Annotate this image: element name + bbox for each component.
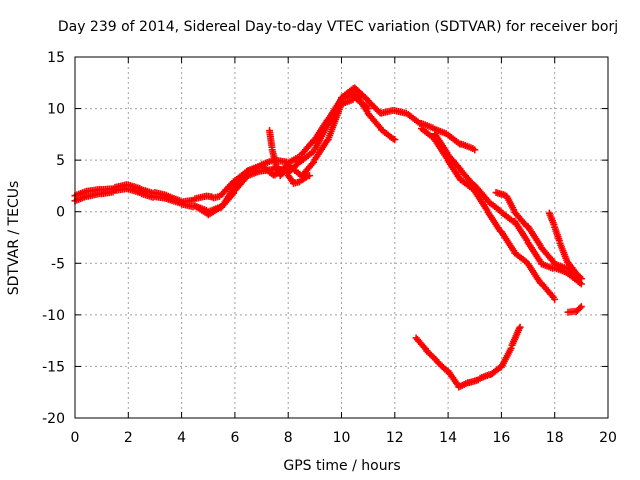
- data-point: [576, 304, 584, 312]
- y-tick-label: 0: [56, 205, 65, 221]
- y-tick-label: 10: [47, 102, 65, 118]
- ticks: 0 2 4 6 8 10 12 14 16 18 20 -20 -15 -10 -5 0 5 10 15: [42, 50, 617, 446]
- data-point: [577, 303, 585, 311]
- x-tick-label: 10: [333, 430, 351, 446]
- data-point: [430, 354, 438, 362]
- series-track-10: [412, 323, 524, 391]
- data-point: [576, 273, 584, 281]
- x-tick-label: 8: [284, 430, 293, 446]
- x-tick-label: 20: [599, 430, 617, 446]
- y-tick-label: -20: [42, 411, 65, 427]
- data-point: [306, 172, 314, 180]
- x-tick-label: 6: [230, 430, 239, 446]
- data-point: [391, 136, 399, 144]
- y-tick-label: -5: [51, 256, 65, 272]
- series-track-8: [545, 209, 585, 283]
- series-track-9: [564, 303, 585, 316]
- x-tick-label: 18: [546, 430, 564, 446]
- y-tick-label: 15: [47, 50, 65, 66]
- x-tick-label: 12: [386, 430, 404, 446]
- data-point: [577, 275, 585, 283]
- y-tick-label: -15: [42, 359, 65, 375]
- x-tick-label: 2: [124, 430, 133, 446]
- series-track-3: [191, 94, 372, 219]
- y-tick-label: 5: [56, 153, 65, 169]
- x-tick-label: 0: [71, 430, 80, 446]
- series-track-6: [431, 130, 585, 288]
- series-layer: [71, 84, 585, 391]
- x-tick-label: 14: [439, 430, 457, 446]
- data-point: [516, 323, 524, 331]
- data-point: [551, 295, 559, 303]
- series-track-4: [266, 127, 314, 187]
- x-tick-label: 16: [492, 430, 510, 446]
- data-point: [471, 146, 479, 154]
- y-axis-title: SDTVAR / TECUs: [6, 181, 22, 296]
- chart-title: Day 239 of 2014, Sidereal Day-to-day VTE…: [58, 19, 618, 35]
- y-tick-label: -10: [42, 308, 65, 324]
- x-tick-label: 4: [177, 430, 186, 446]
- data-point: [364, 105, 372, 113]
- x-axis-title: GPS time / hours: [283, 458, 400, 474]
